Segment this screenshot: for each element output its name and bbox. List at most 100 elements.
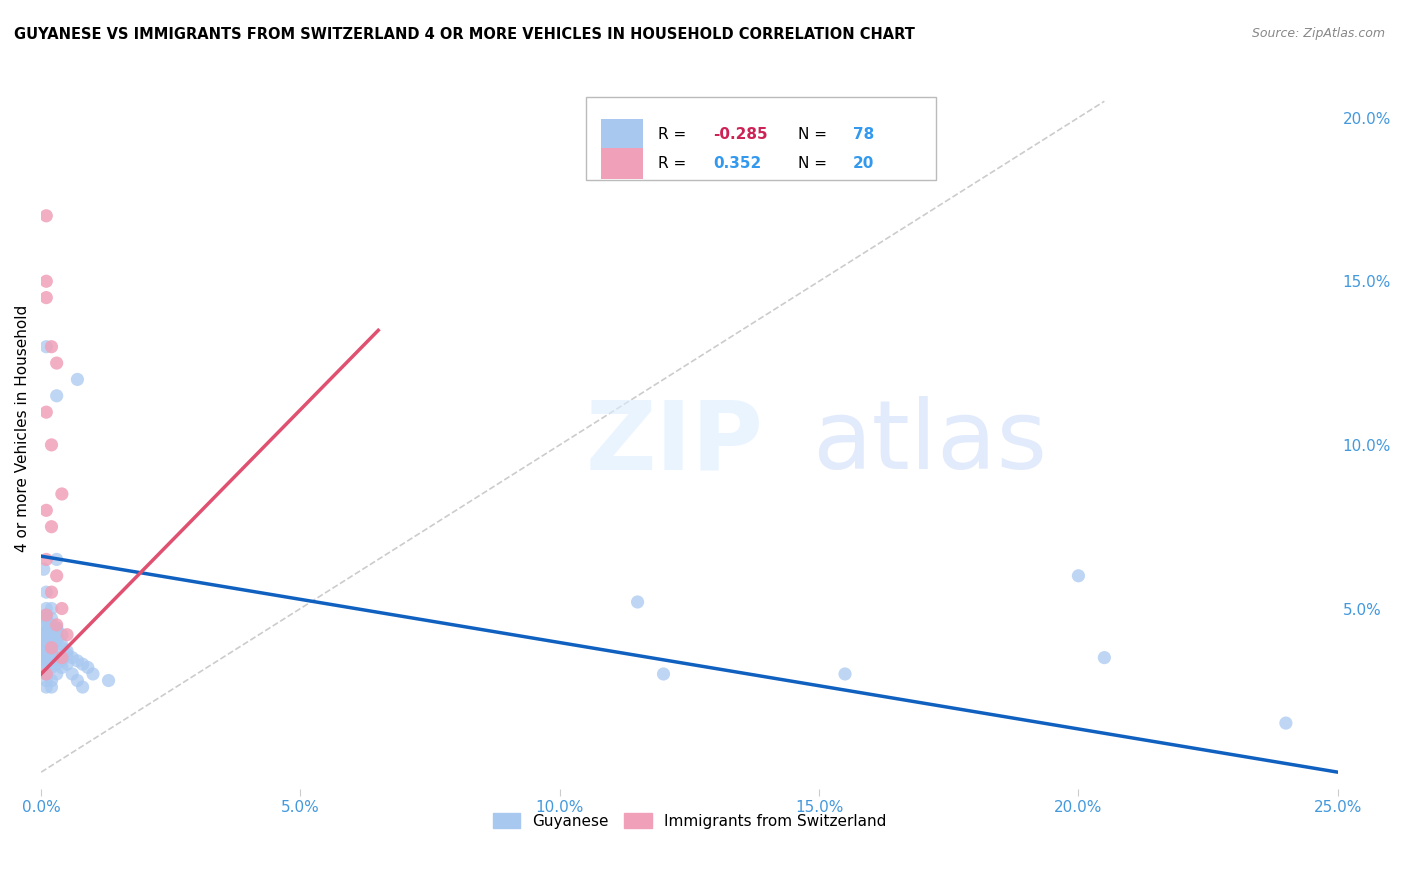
Point: [51, 487, 73, 501]
Point: [35, 405, 58, 419]
Point: [35, 291, 58, 305]
Point: [35, 640, 58, 655]
Point: [45, 356, 67, 370]
Text: 0.352: 0.352: [713, 156, 761, 171]
Point: [35, 618, 58, 632]
Point: [32, 562, 55, 576]
Point: [41, 631, 63, 645]
Point: [45, 618, 67, 632]
Text: Source: ZipAtlas.com: Source: ZipAtlas.com: [1251, 27, 1385, 40]
Point: [51, 628, 73, 642]
FancyBboxPatch shape: [602, 148, 643, 178]
Point: [72, 680, 94, 694]
Point: [56, 657, 79, 672]
Point: [41, 611, 63, 625]
Point: [35, 608, 58, 623]
Point: [45, 667, 67, 681]
Point: [82, 667, 104, 681]
Point: [35, 634, 58, 648]
Point: [45, 621, 67, 635]
Point: [41, 585, 63, 599]
Point: [66, 372, 89, 386]
Point: [60, 667, 83, 681]
Point: [35, 644, 58, 658]
Point: [35, 624, 58, 639]
Text: atlas: atlas: [813, 396, 1047, 490]
Point: [35, 631, 58, 645]
Text: N =: N =: [799, 156, 832, 171]
Point: [41, 601, 63, 615]
Point: [72, 657, 94, 672]
Point: [1275, 716, 1298, 731]
Point: [652, 667, 675, 681]
Point: [35, 667, 58, 681]
Point: [35, 628, 58, 642]
Point: [35, 608, 58, 623]
Point: [76, 660, 98, 674]
Point: [45, 552, 67, 566]
Point: [41, 680, 63, 694]
Point: [35, 667, 58, 681]
Point: [41, 640, 63, 655]
Point: [56, 644, 79, 658]
Point: [1067, 569, 1090, 583]
Point: [51, 654, 73, 668]
Point: [41, 638, 63, 652]
Point: [51, 601, 73, 615]
Text: -0.285: -0.285: [713, 127, 768, 142]
Point: [51, 640, 73, 655]
Point: [834, 667, 856, 681]
Point: [45, 634, 67, 648]
Point: [35, 615, 58, 629]
Point: [45, 624, 67, 639]
Point: [35, 644, 58, 658]
Point: [60, 650, 83, 665]
Point: [41, 673, 63, 688]
Text: R =: R =: [658, 156, 692, 171]
Point: [626, 595, 648, 609]
FancyBboxPatch shape: [602, 120, 643, 150]
Point: [45, 650, 67, 665]
Point: [35, 340, 58, 354]
Point: [35, 640, 58, 655]
Point: [41, 640, 63, 655]
Point: [35, 209, 58, 223]
Point: [41, 660, 63, 674]
Point: [35, 601, 58, 615]
Text: 20: 20: [853, 156, 875, 171]
Legend: Guyanese, Immigrants from Switzerland: Guyanese, Immigrants from Switzerland: [486, 806, 893, 835]
Point: [51, 660, 73, 674]
Point: [35, 654, 58, 668]
Point: [41, 644, 63, 658]
Y-axis label: 4 or more Vehicles in Household: 4 or more Vehicles in Household: [15, 305, 30, 552]
Point: [41, 624, 63, 639]
Point: [51, 650, 73, 665]
Point: [35, 611, 58, 625]
Point: [56, 628, 79, 642]
Point: [56, 648, 79, 662]
Point: [45, 389, 67, 403]
Point: [45, 628, 67, 642]
Point: [41, 650, 63, 665]
Point: [1092, 650, 1115, 665]
Point: [35, 657, 58, 672]
Point: [35, 624, 58, 639]
Point: [35, 648, 58, 662]
Text: 78: 78: [853, 127, 875, 142]
Point: [35, 660, 58, 674]
Point: [41, 634, 63, 648]
Point: [35, 552, 58, 566]
Point: [35, 628, 58, 642]
Point: [41, 648, 63, 662]
Point: [45, 657, 67, 672]
Point: [35, 631, 58, 645]
Point: [35, 638, 58, 652]
Point: [45, 631, 67, 645]
Point: [41, 438, 63, 452]
Point: [66, 654, 89, 668]
Text: R =: R =: [658, 127, 692, 142]
Text: ZIP: ZIP: [586, 396, 763, 490]
Point: [41, 340, 63, 354]
Point: [35, 673, 58, 688]
Point: [41, 618, 63, 632]
